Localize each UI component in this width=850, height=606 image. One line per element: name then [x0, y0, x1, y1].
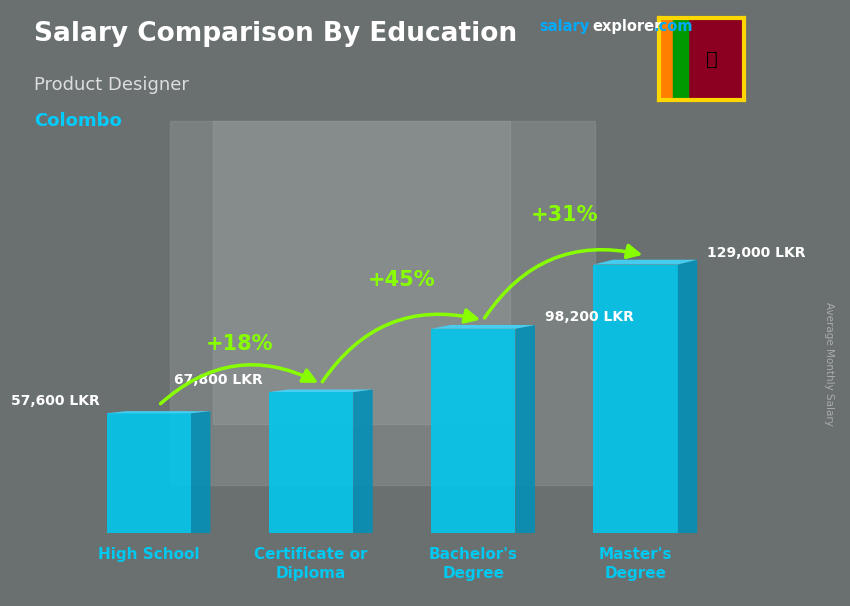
Polygon shape — [677, 260, 697, 533]
Polygon shape — [431, 325, 535, 328]
Polygon shape — [431, 328, 515, 533]
Polygon shape — [269, 390, 372, 392]
Polygon shape — [191, 411, 211, 533]
Bar — [673, 18, 688, 100]
Text: +31%: +31% — [530, 205, 598, 225]
Text: .com: .com — [654, 19, 693, 35]
Text: explorer: explorer — [592, 19, 662, 35]
Polygon shape — [354, 390, 372, 533]
Polygon shape — [515, 325, 535, 533]
Text: 57,600 LKR: 57,600 LKR — [11, 395, 100, 408]
Text: +45%: +45% — [368, 270, 436, 290]
Text: 98,200 LKR: 98,200 LKR — [545, 310, 633, 324]
Text: 🦁: 🦁 — [706, 50, 717, 68]
Text: 67,800 LKR: 67,800 LKR — [173, 373, 263, 387]
Bar — [659, 18, 673, 100]
Text: Salary Comparison By Education: Salary Comparison By Education — [34, 21, 517, 47]
Polygon shape — [593, 265, 677, 533]
Text: Product Designer: Product Designer — [34, 76, 189, 94]
Text: salary: salary — [540, 19, 590, 35]
Text: +18%: +18% — [206, 334, 274, 354]
Bar — [212, 121, 510, 424]
Text: Average Monthly Salary: Average Monthly Salary — [824, 302, 834, 425]
Polygon shape — [106, 413, 191, 533]
Text: Colombo: Colombo — [34, 112, 122, 130]
Text: 129,000 LKR: 129,000 LKR — [707, 245, 806, 259]
Polygon shape — [106, 411, 211, 413]
Polygon shape — [593, 260, 697, 265]
Bar — [170, 121, 595, 485]
Polygon shape — [269, 392, 354, 533]
